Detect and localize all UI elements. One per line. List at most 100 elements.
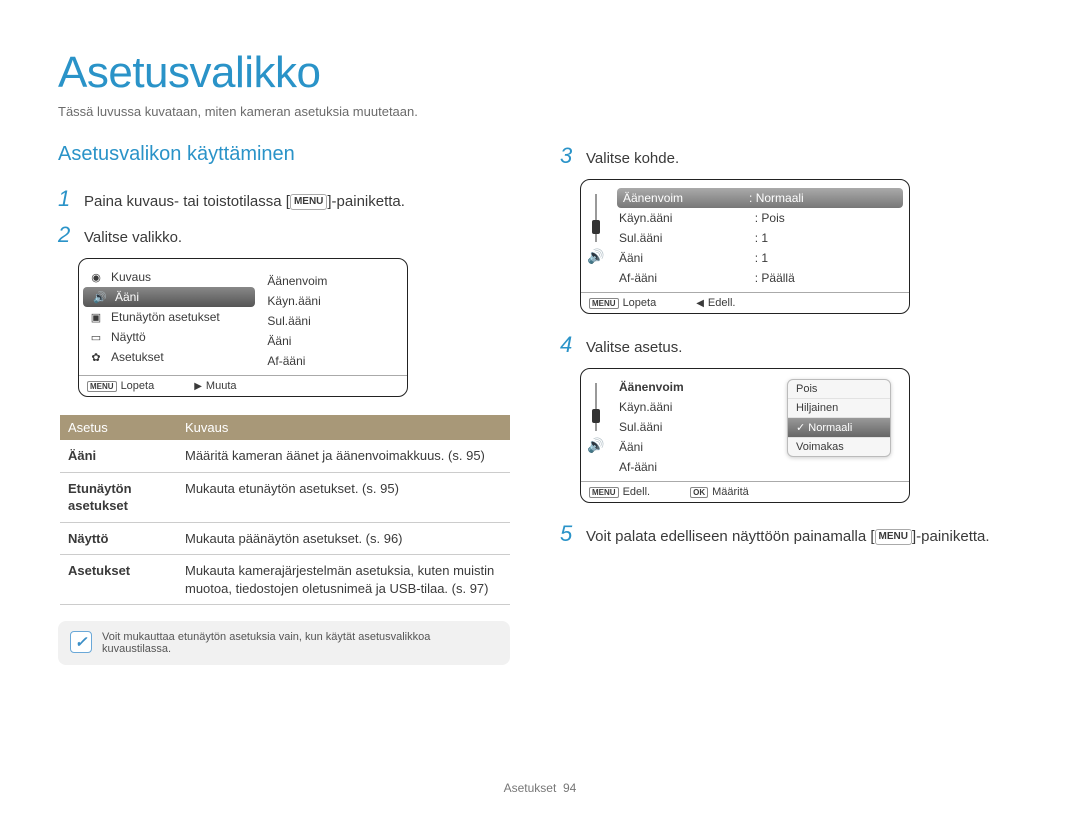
step-2: 2 Valitse valikko. [58,222,520,248]
camera-icon: ◉ [87,270,105,284]
menu-item-selected: Äänenvoim: Normaali [617,188,903,208]
left-arrow-icon: ◀ [696,298,704,309]
setting-desc: Mukauta kamerajärjestelmän asetuksia, ku… [177,555,510,605]
settings-table: Asetus Kuvaus Ääni Määritä kameran äänet… [60,415,510,605]
footer-label: Edell. [623,486,651,498]
submenu-item: Ääni [259,331,407,351]
step-number: 4 [560,332,586,358]
left-column: Asetusvalikon käyttäminen 1 Paina kuvaus… [58,143,520,665]
menu-label: Näyttö [111,330,146,344]
menu-button-icon: MENU [589,487,619,498]
section-title: Asetusvalikon käyttäminen [58,143,520,166]
content-columns: Asetusvalikon käyttäminen 1 Paina kuvaus… [58,143,1022,665]
step-3: 3 Valitse kohde. [560,143,1022,169]
step-text-b: ]-painiketta. [327,193,405,210]
dropdown-option: Pois [788,380,890,399]
menu-item-naytto: ▭ Näyttö [79,327,259,347]
camera-menu-screenshot-2: 🔊 Äänenvoim: Normaali Käyn.ääni: Pois Su… [580,179,910,314]
footer-label: Määritä [712,486,749,498]
dropdown-option: Hiljainen [788,399,890,418]
table-row: Asetukset Mukauta kamerajärjestelmän ase… [60,555,510,605]
item-value: : 1 [755,231,768,245]
step-text: Valitse valikko. [84,227,182,248]
table-header-setting: Asetus [60,415,177,440]
step-5: 5 Voit palata edelliseen näyttöön painam… [560,521,1022,547]
menu-item-aani: 🔊 Ääni [83,287,255,307]
page-title: Asetusvalikko [58,48,1022,98]
check-icon: ✓ [796,422,808,434]
info-note: ✓ Voit mukauttaa etunäytön asetuksia vai… [58,621,510,665]
setting-name: Etunäytön asetukset [60,472,177,522]
item-label: Ääni [619,251,749,265]
item-label: Af-ääni [619,271,749,285]
item-label: Äänenvoim [619,380,684,394]
step-text: Valitse kohde. [586,148,679,169]
step-number: 2 [58,222,84,248]
submenu-label: Ääni [267,334,291,348]
footer-label: Lopeta [623,297,657,309]
ok-button-icon: OK [690,487,708,498]
step-number: 1 [58,186,84,212]
page-footer: Asetukset 94 [0,781,1080,795]
menu-button-icon: MENU [87,381,117,392]
submenu-item: Käyn.ääni [259,291,407,311]
setting-desc: Mukauta päänäytön asetukset. (s. 96) [177,522,510,555]
step-number: 5 [560,521,586,547]
item-label: Äänenvoim [623,191,749,205]
step-1: 1 Paina kuvaus- tai toistotilassa [MENU]… [58,186,520,212]
submenu-item: Af-ääni [259,351,407,371]
menu-left-panel: ◉ Kuvaus 🔊 Ääni ▣ Etunäytön asetukset ▭ Näyt… [79,267,259,371]
table-row: Näyttö Mukauta päänäytön asetukset. (s. … [60,522,510,555]
footer-label: Edell. [708,297,736,309]
step-text-a: Voit palata edelliseen näyttöön painamal… [586,528,875,545]
menu-item: Käyn.ääni: Pois [611,208,909,228]
speaker-icon: 🔊 [587,248,604,265]
item-label: Ääni [619,440,643,454]
step-number: 3 [560,143,586,169]
speaker-icon: 🔊 [91,290,109,304]
setting-name: Asetukset [60,555,177,605]
submenu-label: Af-ääni [267,354,305,368]
menu-item-asetukset: ✿Asetukset [79,347,259,367]
item-value: : Normaali [749,191,804,205]
menu-button-icon: MENU [290,194,327,210]
dropdown-option-selected: ✓ Normaali [788,418,890,438]
camera-menu-screenshot-3: 🔊 Äänenvoim Käyn.ääni Sul.ääni Ääni Af-ä… [580,368,910,503]
scroll-indicator: 🔊 [581,377,611,477]
menu-label: Asetukset [111,350,164,364]
menu-footer: MENU Lopeta ▶ Muuta [79,375,407,396]
menu-footer: MENU Edell. OK Määritä [581,481,909,502]
note-text: Voit mukauttaa etunäytön asetuksia vain,… [102,631,498,655]
menu-label: Kuvaus [111,270,151,284]
menu-label: Etunäytön asetukset [111,310,220,324]
step-text-a: Paina kuvaus- tai toistotilassa [ [84,193,290,210]
display-icon: ▭ [87,330,105,344]
display-front-icon: ▣ [87,310,105,324]
item-value: : Päällä [755,271,795,285]
right-column: 3 Valitse kohde. 🔊 Äänenvoim: Normaali K… [560,143,1022,665]
table-row: Etunäytön asetukset Mukauta etunäytön as… [60,472,510,522]
step-text: Paina kuvaus- tai toistotilassa [MENU]-p… [84,191,405,212]
menu-item: Sul.ääni : 1 [611,228,909,248]
setting-desc: Määritä kameran äänet ja äänenvoimakkuus… [177,440,510,472]
submenu-label: Äänenvoim [267,274,327,288]
setting-name: Näyttö [60,522,177,555]
info-icon: ✓ [70,631,92,653]
item-label: Sul.ääni [619,231,749,245]
setting-desc: Mukauta etunäytön asetukset. (s. 95) [177,472,510,522]
setting-name: Ääni [60,440,177,472]
item-label: Käyn.ääni [619,211,749,225]
menu-button-icon: MENU [589,298,619,309]
menu-item: Ääni: 1 [611,248,909,268]
menu-label: Ääni [115,290,139,304]
step-text: Voit palata edelliseen näyttöön painamal… [586,526,990,547]
footer-page-number: 94 [563,781,576,795]
submenu-item: Äänenvoim [259,271,407,291]
footer-section: Asetukset [504,781,557,795]
footer-label: Muuta [206,380,237,392]
menu-footer: MENU Lopeta ◀ Edell. [581,292,909,313]
item-label: Käyn.ääni [619,400,672,414]
table-row: Ääni Määritä kameran äänet ja äänenvoima… [60,440,510,472]
page-subtitle: Tässä luvussa kuvataan, miten kameran as… [58,104,1022,119]
menu-item-etunaytto: ▣ Etunäytön asetukset [79,307,259,327]
